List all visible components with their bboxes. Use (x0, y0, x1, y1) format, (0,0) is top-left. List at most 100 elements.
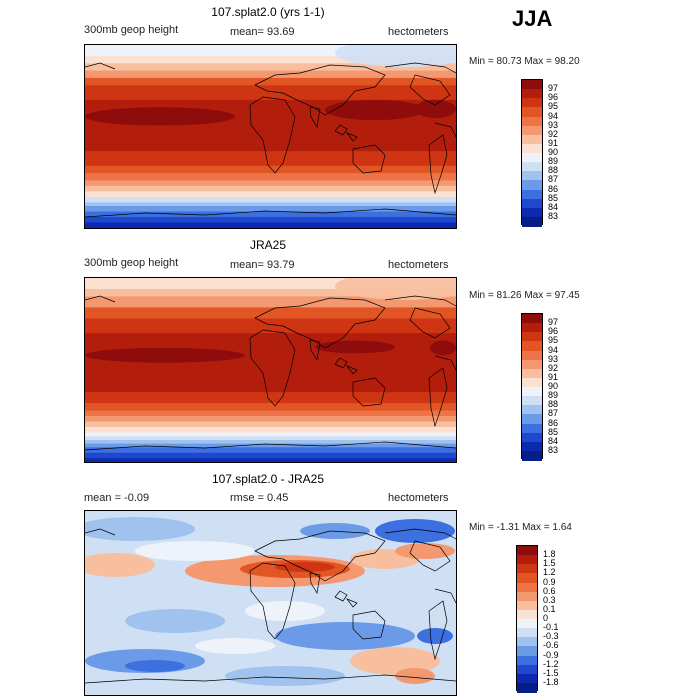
colorbar-label: 95 (548, 335, 559, 346)
colorbar-swatch (522, 441, 542, 452)
panel-1-units: hectometers (388, 26, 449, 38)
colorbar-label: 93 (548, 353, 559, 364)
colorbar-swatch (517, 564, 537, 574)
colorbar-label: 87 (548, 174, 559, 185)
colorbar-swatch (522, 387, 542, 397)
season-label: JJA (512, 6, 553, 31)
colorbar-swatch (522, 153, 542, 163)
colorbar-swatch (522, 171, 542, 181)
colorbar-swatch (522, 432, 542, 443)
colorbar-bar (521, 79, 543, 227)
colorbar-label: 1.5 (543, 558, 556, 569)
colorbar-label: 96 (548, 326, 559, 337)
colorbar-swatch (517, 591, 537, 602)
colorbar-swatch (517, 573, 537, 583)
colorbar-swatch (517, 582, 537, 593)
panel-3-mean: mean = -0.09 (84, 492, 150, 504)
colorbar-label: 0 (543, 613, 549, 623)
panel-2-field-label: 300mb geop height (84, 257, 179, 269)
colorbar-swatch (522, 189, 542, 200)
colorbar-bar (521, 313, 543, 461)
colorbar-swatch (522, 143, 542, 154)
colorbar-label: 1.8 (543, 549, 556, 560)
colorbar-label: 97 (548, 83, 559, 94)
colorbar-label: 0.3 (543, 594, 556, 605)
colorbar-label: 93 (548, 119, 559, 130)
colorbar-swatch (517, 664, 537, 675)
colorbar-swatch (517, 619, 537, 629)
colorbar-label: -0.3 (543, 631, 559, 642)
colorbar-label: 84 (548, 435, 559, 446)
colorbar-label: 90 (548, 381, 559, 391)
colorbar-swatch (517, 637, 537, 647)
panel-2-colorbar: 97 96 95 94 93 92 91 90 89 88 87 86 85 84 83 (521, 313, 581, 461)
colorbar-swatch (522, 314, 542, 324)
colorbar-label: 84 (548, 201, 559, 212)
colorbar-label: 87 (548, 408, 559, 419)
panel-1-min-max: Min = 80.73 Max = 98.20 (469, 56, 580, 67)
colorbar-swatch (522, 207, 542, 218)
panel-3-rmse: rmse = 0.45 (230, 492, 289, 504)
coastline-overlay (85, 528, 456, 684)
colorbar-label: -0.6 (543, 640, 559, 651)
colorbar-swatch (522, 198, 542, 209)
colorbar-swatch (522, 323, 542, 333)
panel-3-map-canvas (85, 511, 456, 695)
colorbar-swatch (522, 125, 542, 136)
colorbar-swatch (522, 89, 542, 99)
panel-2-units: hectometers (388, 259, 449, 271)
field-shading (85, 45, 456, 228)
colorbar-label: -1.8 (543, 676, 559, 687)
colorbar-label: 90 (548, 147, 559, 157)
colorbar-swatch (517, 555, 537, 565)
panel-1-map-canvas (85, 45, 456, 228)
colorbar-swatch (522, 396, 542, 406)
colorbar-label: 97 (548, 317, 559, 328)
colorbar-label: 0.9 (543, 576, 556, 587)
colorbar-swatch (522, 216, 542, 227)
panel-2-mean: mean= 93.79 (230, 259, 295, 271)
panel-2-map-canvas (85, 278, 456, 462)
colorbar-swatch (522, 134, 542, 145)
colorbar-swatch (517, 655, 537, 666)
colorbar-swatch (517, 682, 537, 693)
field-shading (85, 511, 456, 695)
panel-1-colorbar: 97 96 95 94 93 92 91 90 89 88 87 86 85 84 83 (521, 79, 581, 227)
panel-3-colorbar: 1.8 1.5 1.2 0.9 0.6 0.3 0.1 0 -0.1 -0.3 -0.6 -0.9 -1… (516, 545, 576, 693)
colorbar-label: 83 (548, 210, 559, 221)
colorbar-swatch (522, 162, 542, 172)
colorbar-swatch (522, 116, 542, 127)
colorbar-label: 92 (548, 128, 559, 139)
colorbar-label: -0.1 (543, 622, 559, 633)
colorbar-swatch (522, 98, 542, 108)
colorbar-label: 92 (548, 362, 559, 373)
colorbar-label: 1.2 (543, 567, 556, 578)
colorbar-swatch (517, 628, 537, 638)
panel-1-title: 107.splat2.0 (yrs 1-1) (211, 5, 325, 19)
colorbar-label: 85 (548, 192, 559, 203)
panel-1-map (84, 44, 457, 229)
colorbar-label: 96 (548, 92, 559, 103)
colorbar-swatch (522, 80, 542, 90)
colorbar-swatch (517, 546, 537, 556)
colorbar-swatch (522, 405, 542, 415)
panel-3-min-max: Min = -1.31 Max = 1.64 (469, 522, 572, 533)
colorbar-label: 88 (548, 165, 559, 176)
panel-3-map (84, 510, 457, 696)
colorbar-label: 85 (548, 426, 559, 437)
panel-2-min-max: Min = 81.26 Max = 97.45 (469, 290, 580, 301)
colorbar-label: 86 (548, 417, 559, 428)
colorbar-swatch (522, 377, 542, 388)
colorbar-swatch (517, 646, 537, 656)
colorbar-label: 86 (548, 183, 559, 194)
panel-1-mean: mean= 93.69 (230, 26, 295, 38)
colorbar-swatch (522, 423, 542, 434)
colorbar-label: 95 (548, 101, 559, 112)
colorbar-label: 0.1 (543, 603, 556, 614)
colorbar-swatch (517, 609, 537, 620)
colorbar-label: 0.6 (543, 585, 556, 596)
panel-2-map (84, 277, 457, 463)
colorbar-swatch (522, 368, 542, 379)
panel-2-title: JRA25 (249, 238, 287, 252)
colorbar-swatch (522, 107, 542, 117)
